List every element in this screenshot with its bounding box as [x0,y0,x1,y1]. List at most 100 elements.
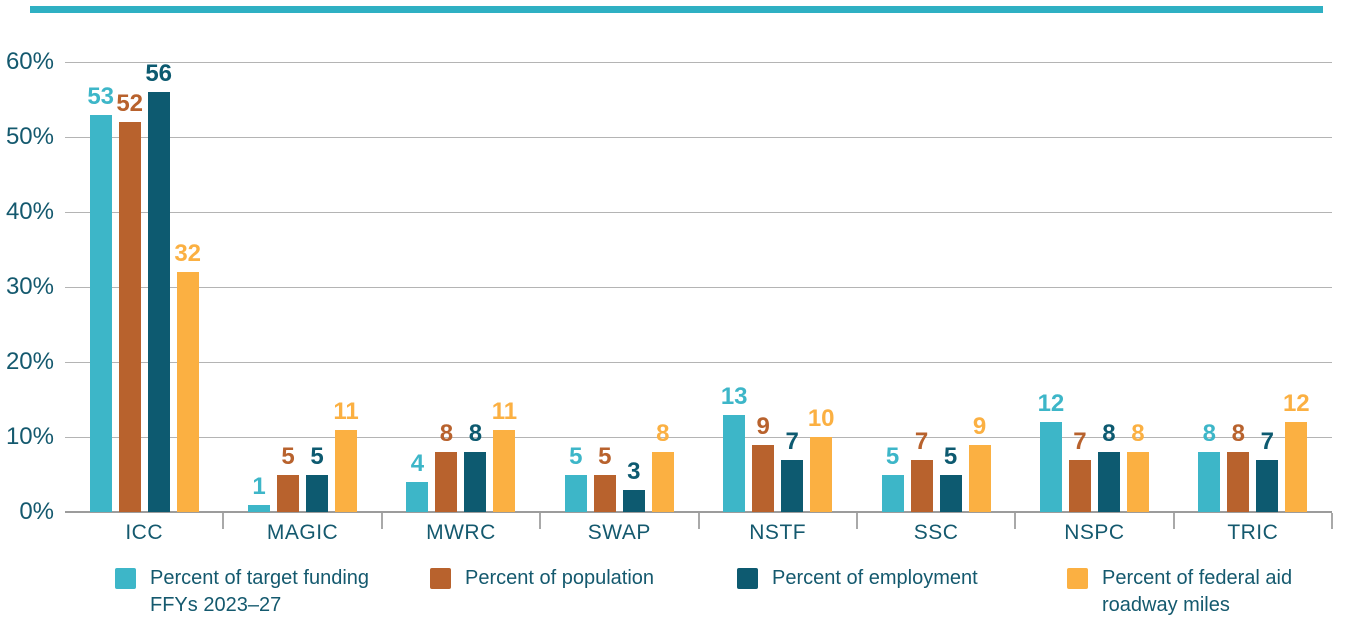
bar: 8 [464,420,487,512]
y-axis-label: 0% [19,498,54,525]
bar: 8 [1126,420,1149,512]
bar-value-label: 3 [627,457,641,485]
bar: 4 [406,450,429,512]
bar-value-label: 7 [1260,427,1274,455]
bar-group-nstf: 13 9 7 10 [699,62,857,512]
axis-tick [1172,513,1175,529]
axis-tick [855,513,858,529]
bar-value-label: 5 [310,442,324,470]
axis-tick [1331,513,1333,529]
bar: 11 [492,398,517,512]
legend-label-line: Percent of population [465,567,655,589]
y-axis-label: 50% [5,123,54,150]
bar-group-nspc: 12 7 8 8 [1015,62,1173,512]
bar: 53 [87,83,114,512]
bar: 5 [881,443,904,512]
bar-value-label: 7 [1073,427,1087,455]
bar: 5 [939,443,962,512]
legend-label-line: Percent of target funding [150,567,370,589]
category-label-icc: ICC [125,521,164,544]
bar-value-label: 10 [807,405,835,432]
gridline [65,287,1332,288]
top-rule-bar [30,6,1323,13]
bar: 8 [1198,420,1221,512]
gridline [65,212,1332,213]
bar: 11 [333,398,359,512]
bar: 3 [622,458,645,512]
bar-value-label: 12 [1037,390,1065,417]
y-axis-label: 60% [5,48,54,75]
category-label-ssc: SSC [913,521,959,544]
bar: 52 [116,90,143,512]
bar: 1 [248,473,271,512]
bar-group-magic: 1 5 5 11 [223,62,381,512]
bar: 7 [781,428,804,512]
bar: 8 [651,420,674,512]
bar-value-label: 5 [281,442,295,470]
bar-value-label: 13 [720,382,748,410]
bar: 9 [968,413,991,512]
legend-swatch [115,568,136,589]
category-label-magic: MAGIC [266,521,339,544]
bar: 5 [277,443,300,512]
bar-value-label: 9 [972,412,987,440]
y-axis-label: 40% [5,198,54,225]
bar-group-mwrc: 4 8 8 11 [382,62,540,512]
category-label-mwrc: MWRC [426,521,496,544]
legend-label-line: Percent of employment [772,567,978,589]
legend-label: Percent of target funding FFYs 2023–27 [150,565,369,619]
bar: 9 [752,413,775,512]
category-label-nspc: NSPC [1064,521,1125,544]
bar-group-tric: 8 8 7 12 [1174,62,1332,512]
bar: 7 [1256,428,1279,512]
bar-value-label: 8 [1102,420,1116,447]
bar-value-label: 5 [885,442,900,470]
bar: 8 [1097,420,1120,512]
bar-value-label: 1 [252,472,266,500]
bar-value-label: 8 [1231,420,1245,447]
legend-swatch [737,568,758,589]
legend-label: Percent of federal aid roadway miles [1102,565,1292,619]
legend-item: Percent of population [430,565,654,592]
bar-value-label: 9 [756,412,770,440]
legend: Percent of target funding FFYs 2023–27 Per… [0,565,1354,629]
y-axis-label: 30% [5,273,54,300]
bar: 32 [174,240,201,512]
bar: 56 [145,60,172,512]
bar: 5 [564,443,587,512]
axis-tick [539,513,542,529]
category-label-tric: TRIC [1227,521,1279,544]
bar-value-label: 4 [410,450,425,477]
bar: 8 [1227,420,1250,512]
bar-value-label: 5 [569,442,583,470]
bar-value-label: 7 [785,427,799,455]
bar: 7 [1068,428,1091,512]
bar: 5 [306,443,329,512]
bar-value-label: 11 [491,397,518,425]
bar-value-label: 53 [87,82,115,110]
bar: 13 [721,383,748,512]
bar-value-label: 8 [468,420,483,447]
legend-label-line: Percent of federal aid [1102,567,1293,589]
legend-item: Percent of target funding FFYs 2023–27 [115,565,369,619]
gridline [65,362,1332,363]
legend-item: Percent of federal aid roadway miles [1067,565,1292,619]
bar: 5 [593,443,616,512]
legend-label: Percent of population [465,565,654,592]
bar-value-label: 8 [1131,420,1145,447]
bar-value-label: 8 [656,420,670,447]
bar-group-icc: 53 52 56 32 [65,60,223,512]
category-label-swap: SWAP [587,521,651,544]
axis-tick [697,513,700,529]
gridline [65,62,1332,63]
legend-swatch [430,568,451,589]
bar-value-label: 32 [174,240,202,267]
bar-value-label: 8 [439,420,454,447]
bar-value-label: 5 [943,442,958,470]
category-label-nstf: NSTF [749,521,807,544]
bar-value-label: 12 [1282,390,1310,417]
